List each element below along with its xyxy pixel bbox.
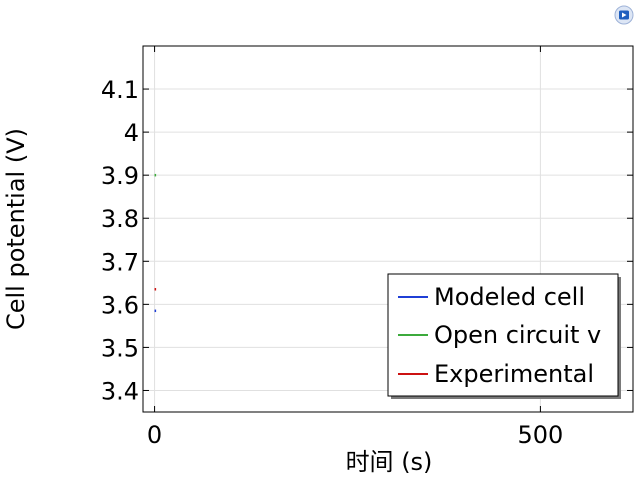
series-layer: [154, 173, 157, 313]
x-tick-label: 0: [147, 421, 162, 449]
legend-label-open-circuit: Open circuit v: [434, 321, 601, 349]
y-tick-label: 4.1: [101, 76, 139, 104]
legend-label-modeled: Modeled cell: [434, 283, 585, 311]
legend-label-experimental: Experimental: [434, 360, 594, 388]
x-axis-label: 时间 (s): [346, 448, 433, 476]
y-tick-label: 3.8: [101, 205, 139, 233]
y-axis-label: Cell potential (V): [2, 128, 30, 330]
y-tick-label: 3.9: [101, 162, 139, 190]
x-tick-label: 500: [517, 421, 563, 449]
legend: Modeled cell Open circuit v Experimental: [387, 273, 621, 399]
tick-layer: 3.4 3.5 3.6 3.7 3.8 3.9 4 4.1 0 500: [101, 46, 633, 449]
y-tick-label: 3.7: [101, 248, 139, 276]
y-tick-label: 3.5: [101, 334, 139, 362]
y-tick-label: 3.6: [101, 291, 139, 319]
plot-frame: [142, 45, 634, 413]
comsol-logo-icon[interactable]: [614, 5, 634, 25]
legend-clip: Modeled cell Open circuit v Experimental: [398, 283, 601, 388]
y-tick-label: 4: [124, 119, 139, 147]
y-tick-label: 3.4: [101, 377, 139, 405]
